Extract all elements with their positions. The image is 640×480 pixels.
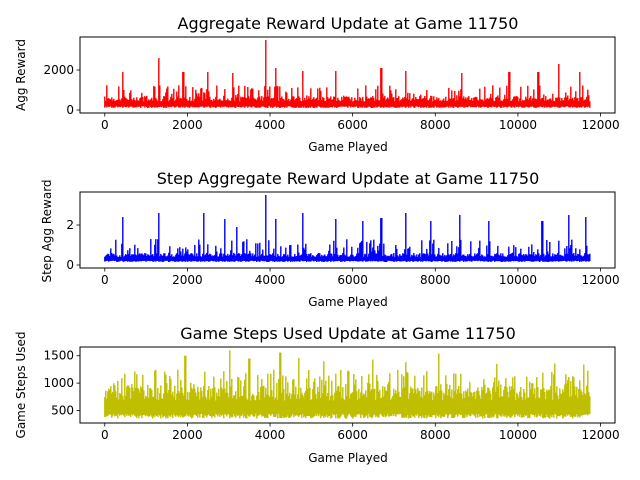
x-tick-label: 10000 [499, 273, 537, 287]
y-tick-label: 1500 [43, 349, 74, 363]
x-tick-label: 0 [101, 118, 109, 132]
plot-frame [79, 191, 616, 269]
x-tick-label: 12000 [581, 428, 619, 442]
x-tick-label: 10000 [499, 118, 537, 132]
x-tick-label: 12000 [581, 118, 619, 132]
series-line [104, 195, 591, 262]
x-tick-label: 10000 [499, 428, 537, 442]
x-tick-label: 2000 [172, 428, 203, 442]
y-tick-label: 2 [66, 218, 74, 232]
x-tick-label: 6000 [337, 273, 368, 287]
x-tick-label: 8000 [420, 273, 451, 287]
reward-chart: Aggregate Reward Update at Game 11750 Ag… [14, 14, 620, 154]
x-tick-label: 6000 [337, 118, 368, 132]
series-envelope [104, 350, 591, 419]
x-tick-label: 2000 [172, 118, 203, 132]
y-axis-label: Game Steps Used [14, 332, 28, 439]
x-tick-label: 6000 [337, 428, 368, 442]
y-tick-label: 0 [66, 103, 74, 117]
x-tick-label: 4000 [255, 428, 286, 442]
x-tick-label: 12000 [581, 273, 619, 287]
y-axis-label: Agg Reward [14, 39, 28, 111]
series-envelope [104, 40, 591, 108]
series-line [104, 350, 591, 419]
y-tick-label: 0 [66, 258, 74, 272]
x-tick-label: 8000 [420, 428, 451, 442]
chart-title: Game Steps Used Update at Game 11750 [180, 324, 516, 343]
chart-title: Aggregate Reward Update at Game 11750 [178, 14, 519, 33]
x-tick-label: 0 [101, 428, 109, 442]
x-tick-label: 4000 [255, 273, 286, 287]
x-axis-label: Game Played [308, 295, 388, 309]
steps-used-chart: Game Steps Used Update at Game 11750 Gam… [14, 324, 620, 465]
plot-frame [79, 346, 616, 424]
y-axis-label: Step Agg Reward [40, 179, 54, 282]
step-reward-chart: Step Aggregate Reward Update at Game 117… [40, 169, 620, 309]
x-axis-label: Game Played [308, 140, 388, 154]
y-tick-label: 2000 [43, 63, 74, 77]
y-tick-label: 500 [51, 403, 74, 417]
y-tick-label: 1000 [43, 376, 74, 390]
series-envelope [104, 195, 591, 262]
series-line [104, 40, 591, 108]
x-tick-label: 4000 [255, 118, 286, 132]
x-tick-label: 2000 [172, 273, 203, 287]
x-tick-label: 8000 [420, 118, 451, 132]
x-axis-label: Game Played [308, 451, 388, 465]
plot-frame [79, 36, 616, 114]
x-tick-label: 0 [101, 273, 109, 287]
chart-title: Step Aggregate Reward Update at Game 117… [157, 169, 540, 188]
